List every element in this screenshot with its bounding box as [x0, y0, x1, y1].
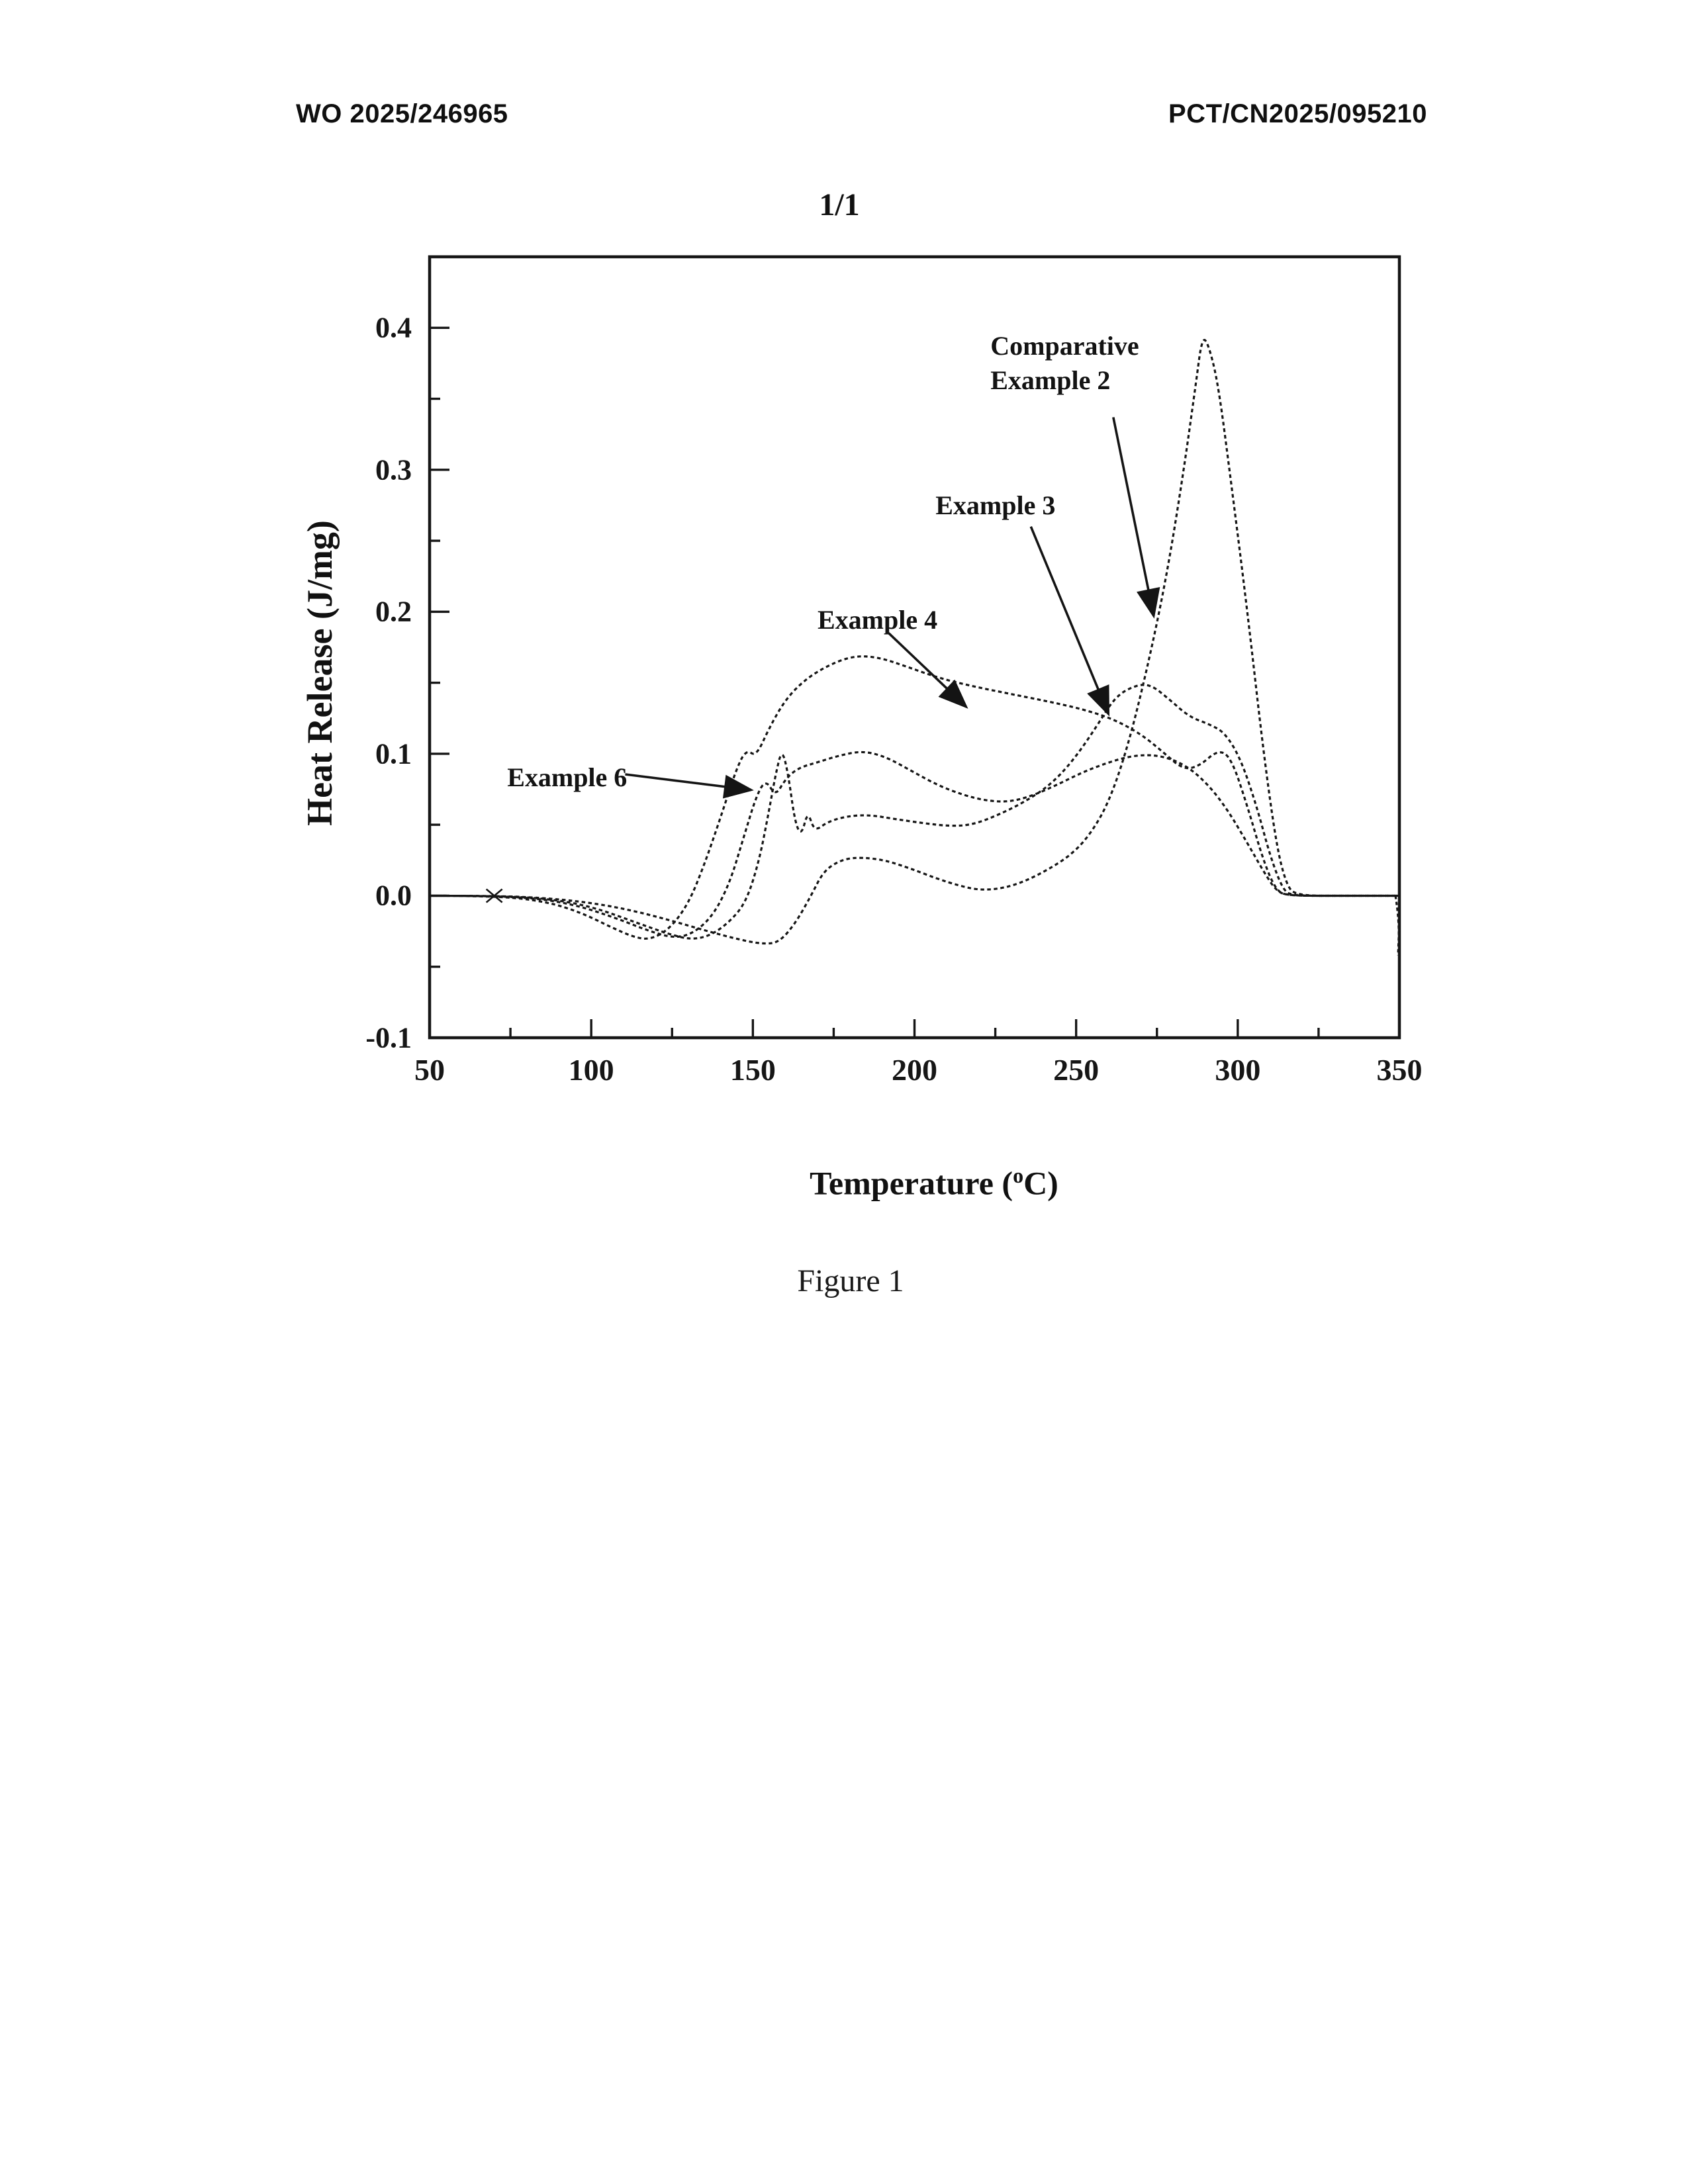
y-tick-label: -0.1: [365, 1021, 412, 1054]
figure-caption: Figure 1: [797, 1263, 904, 1298]
scan-artifacts: [485, 888, 1400, 956]
annotation-label-comparative-example-2: Comparative Example 2: [990, 331, 1139, 396]
data-curves: [429, 339, 1399, 945]
application-number: PCT/CN2025/095210: [1168, 99, 1427, 128]
y-tick-label: 0.1: [375, 737, 412, 770]
x-tick-label: 350: [1376, 1053, 1423, 1087]
plot-frame: [428, 255, 1401, 1040]
annotation-arrow-comparative-example-2: [1112, 417, 1160, 619]
annotation-arrow-example-3: [1029, 525, 1110, 717]
annotation-label-example-4: Example 4: [818, 605, 938, 635]
x-tick-label: 250: [1053, 1053, 1100, 1087]
y-tick-label: 0.3: [375, 453, 412, 486]
curve-example-6: [429, 751, 1399, 938]
annotation-label-example-3: Example 3: [935, 490, 1056, 520]
annotation-arrows: [625, 417, 1160, 799]
x-tick-label: 300: [1215, 1053, 1261, 1087]
x-tick-label: 150: [729, 1053, 776, 1087]
axis-ticks: [428, 326, 1401, 1039]
sheet-number: 1/1: [819, 187, 860, 222]
publication-number: WO 2025/246965: [296, 99, 508, 128]
x-axis-title: Temperature (oC): [810, 1163, 1058, 1202]
baseline-start-marker: [485, 888, 503, 903]
plot-border: [428, 255, 1401, 1040]
annotation-arrow-example-6: [625, 773, 754, 799]
curve-example-3: [429, 684, 1399, 940]
x-tick-label: 100: [568, 1053, 614, 1087]
x-tick-label: 200: [892, 1053, 937, 1087]
annotation-label-example-6: Example 6: [507, 762, 628, 792]
y-tick-label: 0.4: [375, 311, 412, 344]
y-tick-label: 0.2: [375, 595, 412, 628]
curve-comparative-example-2: [429, 339, 1399, 945]
y-tick-label: 0.0: [375, 879, 412, 912]
y-axis-title: Heat Release (J/mg): [300, 520, 340, 826]
annotation-arrow-example-4: [888, 632, 968, 709]
right-edge-tail-artifact: [1394, 895, 1400, 956]
x-tick-label: 50: [414, 1053, 445, 1087]
curve-example-4: [429, 655, 1399, 940]
